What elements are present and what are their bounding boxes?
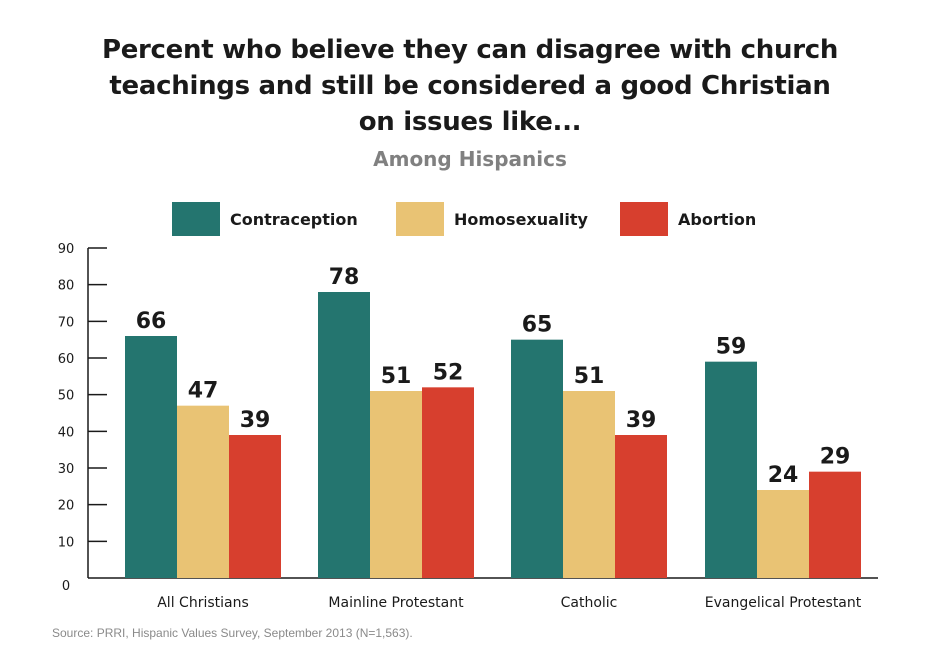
legend-label-homosexuality: Homosexuality	[454, 209, 588, 229]
bar-abortion-2	[615, 435, 667, 578]
y-tick-label: 90	[58, 242, 75, 257]
bar-contraception-1	[318, 292, 370, 578]
legend-swatch-abortion	[620, 202, 668, 236]
chart-title: Percent who believe they can disagree wi…	[0, 32, 940, 140]
data-label: 78	[329, 265, 360, 290]
y-tick-label: 40	[58, 425, 75, 440]
bar-homosexuality-3	[757, 490, 809, 578]
data-label: 51	[381, 364, 412, 389]
x-tick-label: All Christians	[157, 595, 249, 611]
legend-item-contraception: Contraception	[172, 202, 358, 236]
legend-item-abortion: Abortion	[620, 202, 756, 236]
chart-title-line-1: Percent who believe they can disagree wi…	[101, 35, 839, 65]
legend-label-contraception: Contraception	[230, 209, 358, 229]
y-tick-label: 60	[58, 352, 75, 367]
legend-swatch-homosexuality	[396, 202, 444, 236]
bar-homosexuality-2	[563, 391, 615, 578]
data-label: 52	[433, 360, 464, 385]
bar-contraception-2	[511, 339, 563, 578]
legend-swatch-contraception	[172, 202, 220, 236]
y-tick-label: 80	[58, 279, 75, 294]
y-tick-label: 70	[58, 315, 75, 330]
chart-title-line-3: on issues like...	[358, 107, 582, 137]
bar-homosexuality-1	[370, 391, 422, 578]
legend-label-abortion: Abortion	[678, 209, 757, 229]
data-label: 47	[188, 379, 219, 404]
y-tick-label: 50	[58, 389, 75, 404]
x-tick-label: Catholic	[561, 595, 618, 611]
data-label: 51	[574, 364, 605, 389]
data-label: 59	[716, 335, 747, 360]
chart-subtitle: Among Hispanics	[373, 147, 567, 171]
data-label: 39	[626, 408, 657, 433]
data-label: 66	[136, 309, 167, 334]
data-label: 39	[240, 408, 271, 433]
x-tick-label: Mainline Protestant	[328, 595, 464, 611]
y-tick-label: 20	[58, 499, 75, 514]
data-label: 29	[820, 445, 851, 470]
bar-homosexuality-0	[177, 405, 229, 578]
legend-item-homosexuality: Homosexuality	[396, 202, 588, 236]
x-tick-label: Evangelical Protestant	[705, 595, 862, 611]
y-tick-label: 0	[62, 579, 70, 594]
source-note: Source: PRRI, Hispanic Values Survey, Se…	[52, 626, 413, 640]
bar-abortion-3	[809, 471, 861, 578]
legend: Contraception Homosexuality Abortion	[0, 202, 940, 236]
y-tick-label: 10	[58, 535, 75, 550]
y-tick-label: 30	[58, 462, 75, 477]
bar-abortion-0	[229, 435, 281, 578]
data-label: 65	[522, 313, 553, 338]
bar-abortion-1	[422, 387, 474, 578]
data-label: 24	[768, 463, 799, 488]
bar-contraception-3	[705, 361, 757, 578]
bar-contraception-0	[125, 336, 177, 578]
chart-title-line-2: teachings and still be considered a good…	[109, 71, 831, 101]
